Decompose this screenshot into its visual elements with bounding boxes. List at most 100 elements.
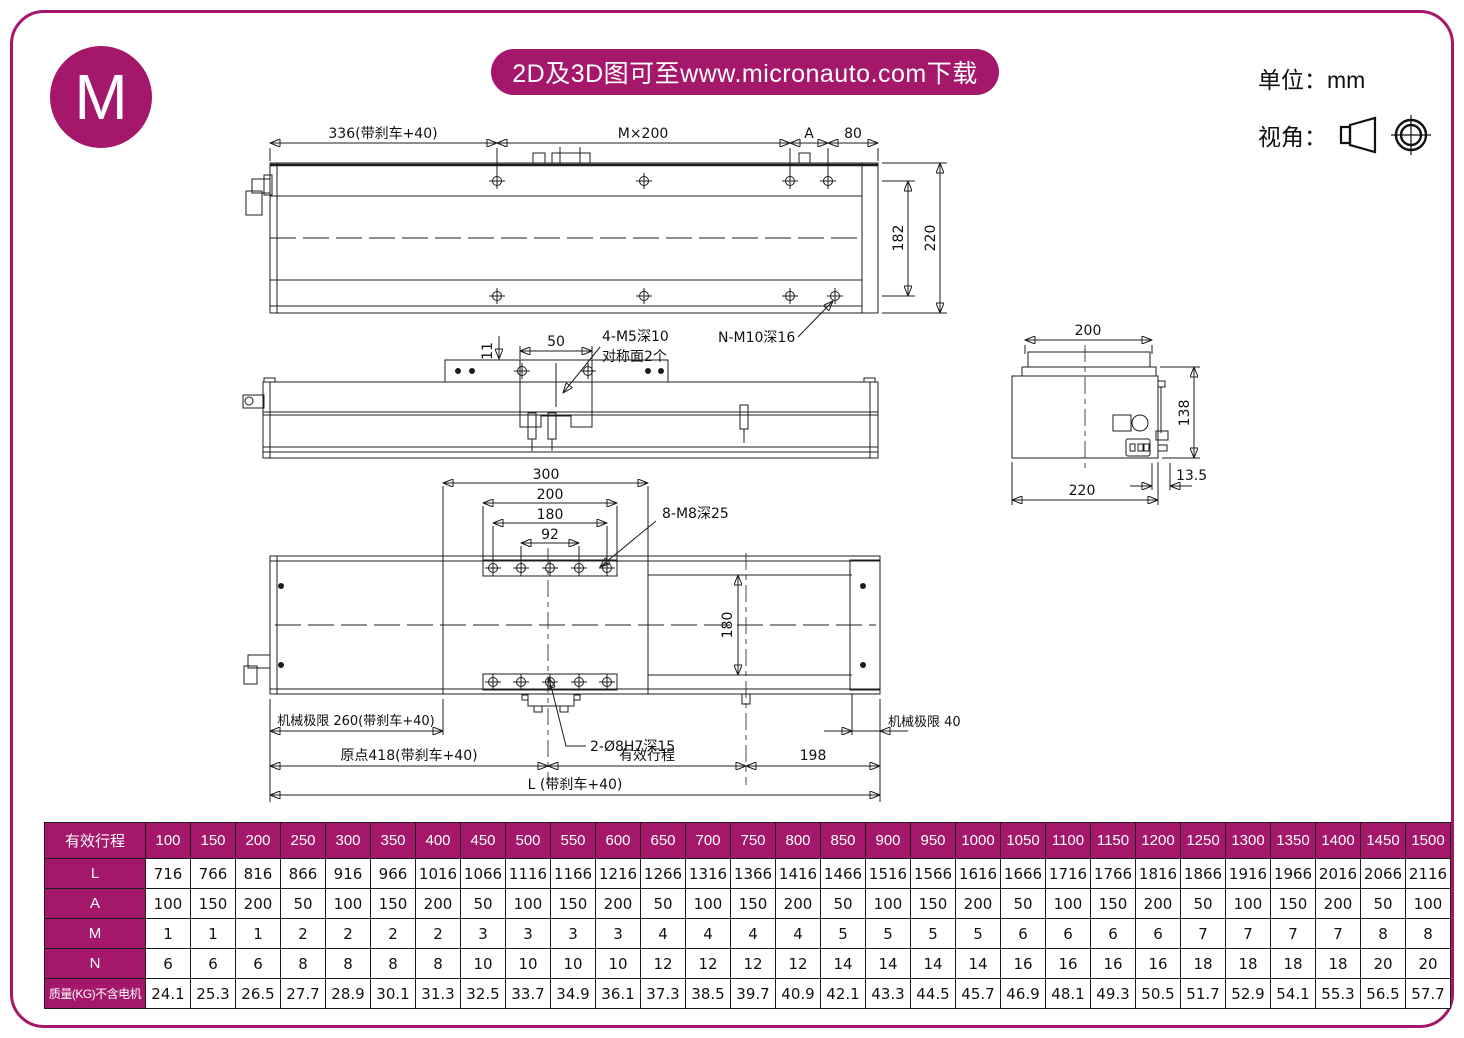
table-cell: 12 (775, 948, 821, 979)
dim-m200: M×200 (618, 126, 669, 142)
dim-198: 198 (800, 748, 827, 764)
table-cell: 100 (1045, 888, 1091, 919)
dim-limit-right: 机械极限 40 (888, 715, 961, 730)
stroke-header-value: 350 (370, 822, 416, 859)
table-cell: 25.3 (190, 978, 236, 1009)
table-cell: 5 (955, 918, 1001, 949)
table-cell: 14 (865, 948, 911, 979)
table-cell: 7 (1225, 918, 1271, 949)
stroke-header-value: 700 (685, 822, 731, 859)
table-cell: 56.5 (1360, 978, 1406, 1009)
dim-b300: 300 (533, 467, 560, 483)
table-cell: 18 (1270, 948, 1316, 979)
stroke-header-value: 750 (730, 822, 776, 859)
table-cell: 32.5 (460, 978, 506, 1009)
table-cell: 51.7 (1180, 978, 1226, 1009)
table-cell: 1916 (1225, 858, 1271, 889)
dim-336-brake: 336(带刹车+40) (328, 125, 437, 142)
table-cell: 10 (595, 948, 641, 979)
projection-cone-icon (1339, 116, 1377, 154)
table-cell: 2016 (1315, 858, 1361, 889)
label-4m5-faces: 对称面2个 (602, 349, 667, 365)
table-cell: 16 (1000, 948, 1046, 979)
table-cell: 37.3 (640, 978, 686, 1009)
table-cell: 10 (460, 948, 506, 979)
table-cell: 4 (640, 918, 686, 949)
table-cell: 50.5 (1135, 978, 1181, 1009)
table-cell: 150 (550, 888, 596, 919)
table-cell: 16 (1045, 948, 1091, 979)
technical-drawing: 336(带刹车+40) M×200 A 80 182 220 N-M10深16 (242, 125, 1207, 802)
table-cell: 1966 (1270, 858, 1316, 889)
table-cell: 8 (415, 948, 461, 979)
table-cell: 1166 (550, 858, 596, 889)
table-cell: 8 (1360, 918, 1406, 949)
table-cell: 816 (235, 858, 281, 889)
table-cell: 34.9 (550, 978, 596, 1009)
table-cell: 16 (1135, 948, 1181, 979)
dim-limit-left: 机械极限 260(带刹车+40) (277, 713, 435, 729)
table-cell: 1 (235, 918, 281, 949)
table-cell: 31.3 (415, 978, 461, 1009)
stroke-header-value: 1050 (1000, 822, 1046, 859)
table-cell: 7 (1180, 918, 1226, 949)
stroke-header-value: 100 (145, 822, 191, 859)
table-cell: 100 (505, 888, 551, 919)
top-view: 336(带刹车+40) M×200 A 80 182 220 N-M10深16 (245, 125, 947, 346)
label-8m8: 8-M8深25 (662, 506, 729, 522)
table-cell: 24.1 (145, 978, 191, 1009)
table-cell: 100 (325, 888, 371, 919)
table-cell: 150 (190, 888, 236, 919)
stroke-header-value: 1400 (1315, 822, 1361, 859)
table-cell: 50 (460, 888, 506, 919)
table-cell: 8 (280, 948, 326, 979)
table-cell: 6 (1045, 918, 1091, 949)
stroke-header-value: 950 (910, 822, 956, 859)
table-cell: 16 (1090, 948, 1136, 979)
table-cell: 1666 (1000, 858, 1046, 889)
stroke-header-value: 650 (640, 822, 686, 859)
table-cell: 12 (685, 948, 731, 979)
table-cell: 12 (640, 948, 686, 979)
table-cell: 2 (280, 918, 326, 949)
table-cell: 38.5 (685, 978, 731, 1009)
stroke-header-value: 850 (820, 822, 866, 859)
table-cell: 26.5 (235, 978, 281, 1009)
table-cell: 100 (145, 888, 191, 919)
view-angle-row: 视角： (1258, 113, 1433, 157)
stroke-header-value: 300 (325, 822, 371, 859)
table-cell: 18 (1315, 948, 1361, 979)
dim-b200: 200 (537, 487, 564, 503)
row-label: M (44, 918, 146, 949)
table-cell: 150 (910, 888, 956, 919)
table-cell: 1366 (730, 858, 776, 889)
stroke-header-value: 150 (190, 822, 236, 859)
label-n-m10: N-M10深16 (718, 330, 795, 346)
table-cell: 1766 (1090, 858, 1136, 889)
table-cell: 3 (595, 918, 641, 949)
table-cell: 6 (190, 948, 236, 979)
table-cell: 50 (1000, 888, 1046, 919)
table-cell: 40.9 (775, 978, 821, 1009)
table-cell: 200 (1315, 888, 1361, 919)
table-row: 质量(KG)不含电机 24.1 25.3 26.5 27.7 28.9 30.1 31.3 32… (44, 978, 1451, 1009)
table-cell: 14 (820, 948, 866, 979)
table-cell: 6 (1090, 918, 1136, 949)
table-cell: 200 (415, 888, 461, 919)
table-cell: 8 (1405, 918, 1451, 949)
spec-table: 有效行程 100 150 200 250 300 350 400 450 500 550 600 650… (44, 822, 1451, 1009)
table-cell: 27.7 (280, 978, 326, 1009)
table-cell: 5 (910, 918, 956, 949)
table-cell: 4 (685, 918, 731, 949)
table-row: N 6 6 6 8 8 8 8 10 10 10 10 12 12 12 12 14 14 14 14 16 16 16 16… (44, 948, 1451, 979)
table-cell: 200 (775, 888, 821, 919)
dim-50: 50 (547, 334, 565, 350)
table-cell: 100 (685, 888, 731, 919)
dim-a: A (804, 126, 814, 142)
table-cell: 48.1 (1045, 978, 1091, 1009)
table-cell: 7 (1315, 918, 1361, 949)
table-cell: 3 (505, 918, 551, 949)
table-cell: 10 (505, 948, 551, 979)
table-cell: 100 (865, 888, 911, 919)
table-cell: 966 (370, 858, 416, 889)
